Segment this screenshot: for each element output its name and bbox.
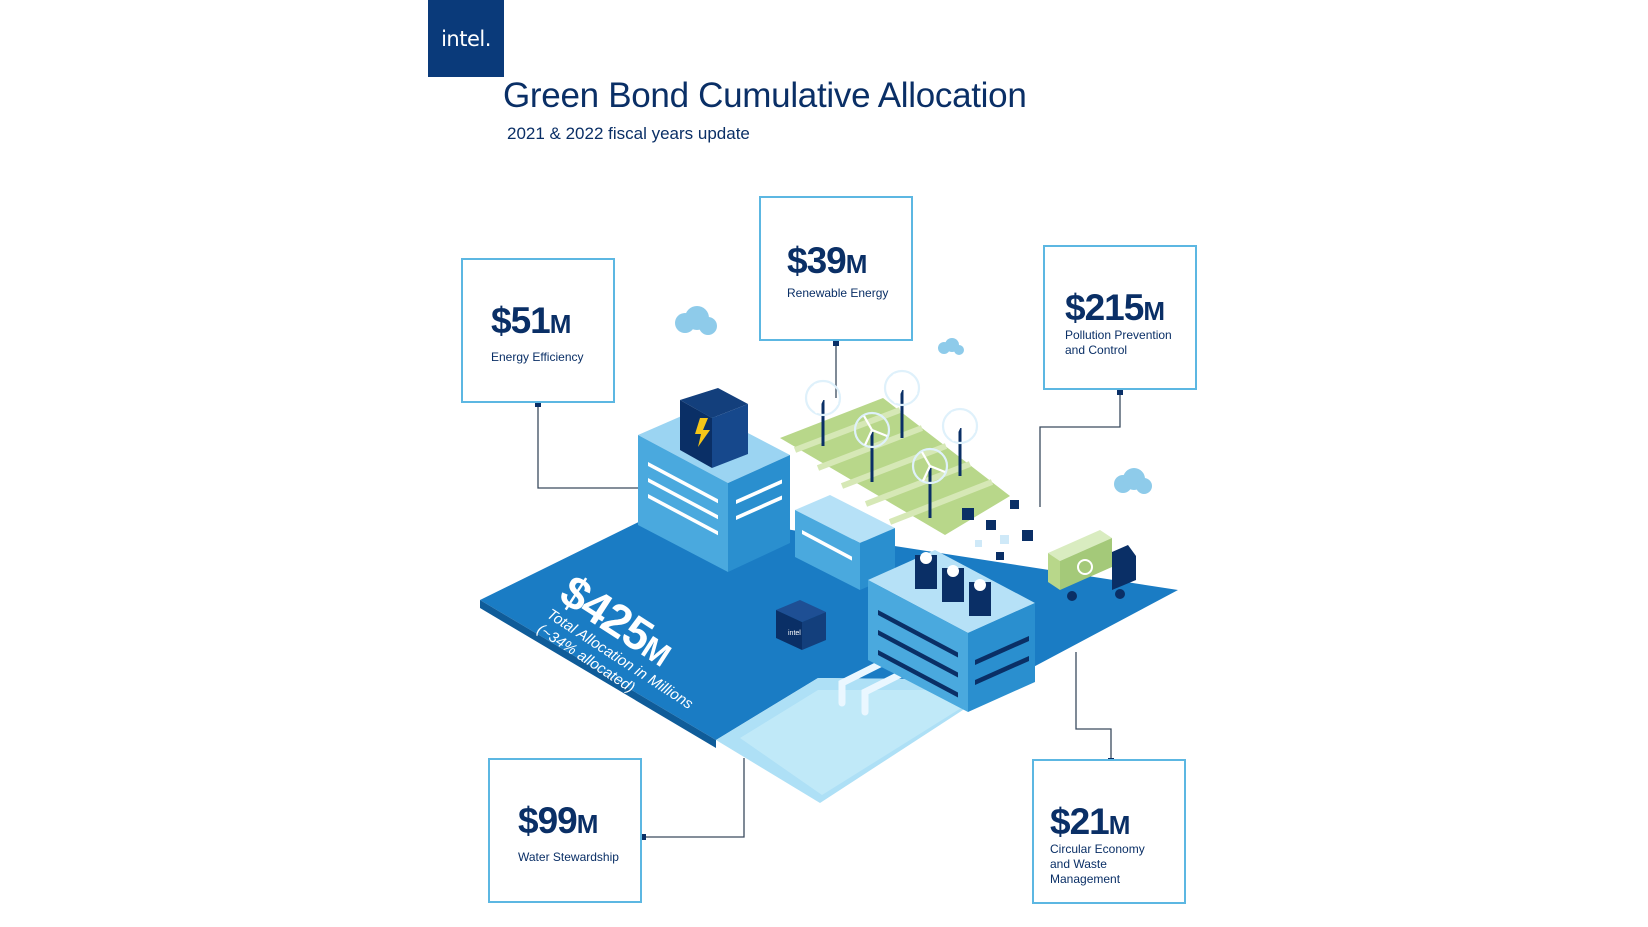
card-amount: $99M bbox=[518, 802, 598, 839]
wind-turbine bbox=[804, 379, 842, 446]
wind-turbines bbox=[804, 369, 979, 518]
card-amount-value: $215 bbox=[1065, 287, 1144, 328]
cloud bbox=[1114, 468, 1152, 494]
card-label: Energy Efficiency bbox=[491, 350, 584, 364]
connector-circular bbox=[1075, 652, 1112, 761]
card-amount-unit: M bbox=[1108, 810, 1131, 840]
connector-energy bbox=[537, 404, 640, 489]
factory-building bbox=[868, 550, 1035, 712]
cloud bbox=[675, 306, 717, 335]
pixel-squares bbox=[962, 500, 1033, 560]
office-building bbox=[638, 388, 790, 572]
card-amount-unit: M bbox=[845, 249, 868, 279]
page-subtitle: 2021 & 2022 fiscal years update bbox=[507, 124, 750, 143]
card-energy-efficiency: $51M Energy Efficiency bbox=[461, 258, 615, 403]
card-amount-value: $21 bbox=[1050, 801, 1110, 842]
card-amount: $39M bbox=[787, 242, 867, 279]
card-amount-unit: M bbox=[1143, 296, 1165, 326]
wind-turbine bbox=[911, 447, 949, 518]
intel-logo: intel. bbox=[428, 0, 504, 77]
page-title: Green Bond Cumulative Allocation bbox=[503, 76, 1027, 115]
card-renewable-energy: $39M Renewable Energy bbox=[759, 196, 913, 341]
wind-turbine bbox=[883, 369, 921, 438]
connector-lines bbox=[537, 343, 1121, 838]
platform-edge bbox=[480, 600, 716, 748]
cloud bbox=[938, 338, 964, 355]
card-amount-unit: M bbox=[549, 309, 572, 339]
cooling-fans bbox=[915, 552, 991, 616]
clouds bbox=[675, 306, 1152, 494]
card-label: Circular Economy and Waste Management bbox=[1050, 842, 1145, 886]
recycling-truck bbox=[1048, 530, 1136, 601]
card-amount: $21M bbox=[1050, 803, 1130, 840]
pixel-squares-light bbox=[975, 535, 1009, 547]
card-label: Water Stewardship bbox=[518, 850, 619, 864]
connector-pollution bbox=[1039, 392, 1121, 507]
cube-logo: intel bbox=[788, 630, 801, 637]
wind-turbine bbox=[941, 407, 979, 476]
intel-logo-text: intel. bbox=[441, 26, 491, 51]
card-amount-value: $51 bbox=[491, 300, 551, 341]
platform-base bbox=[480, 510, 1178, 740]
card-amount-value: $99 bbox=[518, 800, 578, 841]
card-amount: $51M bbox=[491, 302, 571, 339]
card-amount-value: $39 bbox=[787, 240, 847, 281]
connector-water bbox=[643, 758, 745, 838]
card-circular-economy: $21M Circular Economy and Waste Manageme… bbox=[1032, 759, 1186, 904]
card-label: Renewable Energy bbox=[787, 286, 889, 300]
card-label: Pollution Prevention and Control bbox=[1065, 328, 1172, 357]
card-pollution-prevention: $215M Pollution Prevention and Control bbox=[1043, 245, 1197, 390]
card-amount-unit: M bbox=[576, 809, 599, 839]
intel-cube: intel bbox=[776, 600, 826, 650]
water-ripples bbox=[740, 690, 990, 795]
card-water-stewardship: $99M Water Stewardship bbox=[488, 758, 642, 903]
card-amount: $215M bbox=[1065, 289, 1165, 326]
wind-turbine bbox=[853, 411, 891, 482]
